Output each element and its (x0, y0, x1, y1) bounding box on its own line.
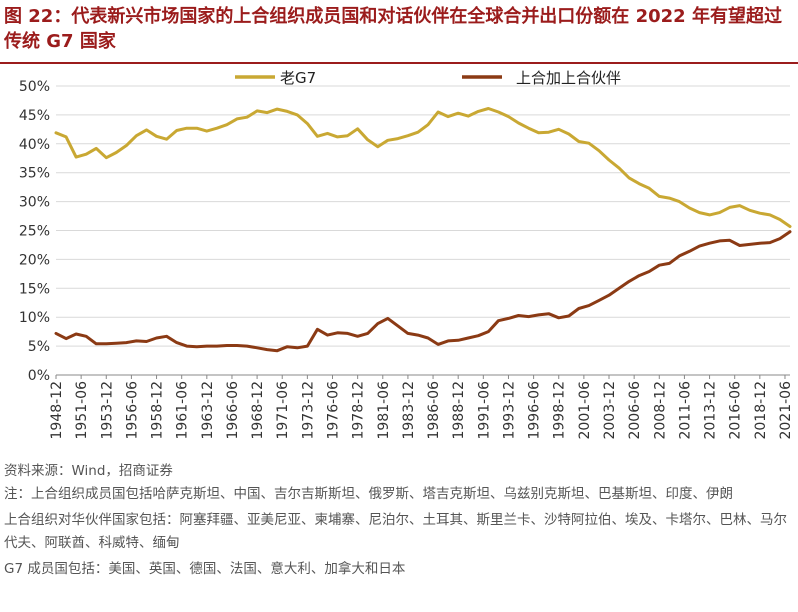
y-tick-label: 35% (19, 166, 50, 182)
line-chart: 0% 5% 10% 15% 20% 25% 30% 35% 40% 45% 50% 1948-12 19… (19, 69, 794, 440)
title-divider (0, 62, 798, 64)
axis-layer: 0% 5% 10% 15% 20% 25% 30% 35% 40% 45% 50% 1948-12 19… (19, 79, 794, 440)
sco-partners-note: 上合组织对华伙伴国家包括：阿塞拜疆、亚美尼亚、柬埔寨、尼泊尔、土耳其、斯里兰卡、… (4, 512, 787, 551)
notes-block: 资料来源：Wind，招商证券 注：上合组织成员国包括哈萨克斯坦、中国、吉尔吉斯斯… (4, 460, 796, 581)
series-layer (54, 107, 792, 353)
x-tick-label: 1966-06 (225, 381, 241, 440)
y-tick-label: 5% (28, 339, 50, 355)
x-tick-label: 1963-12 (200, 381, 216, 440)
x-tick-label: 2013-12 (703, 381, 719, 440)
legend-label-sco: 上合加上合伙伴 (516, 69, 621, 87)
x-tick-label: 1961-06 (175, 381, 191, 440)
x-tick-label: 1968-12 (250, 381, 266, 440)
x-tick-label: 1993-12 (501, 381, 517, 440)
y-tick-label: 40% (19, 137, 50, 153)
x-tick-label: 1948-12 (49, 381, 65, 440)
x-tick-label: 2006-06 (627, 381, 643, 440)
y-tick-label: 20% (19, 252, 50, 268)
x-tick-label: 1976-06 (326, 381, 342, 440)
legend-label-g7: 老G7 (280, 69, 316, 87)
x-tick-label: 1956-06 (124, 381, 140, 440)
x-tick-label: 1953-12 (99, 381, 115, 440)
x-tick-label: 1991-06 (476, 381, 492, 440)
source-note: 资料来源：Wind，招商证券 (4, 463, 173, 479)
grid-layer (56, 85, 790, 347)
x-tick-label: 2003-12 (602, 381, 618, 440)
x-tick-label: 2018-12 (753, 381, 769, 440)
g7-members-note: G7 成员国包括：美国、英国、德国、法国、意大利、加拿大和日本 (4, 561, 406, 577)
y-tick-label: 50% (19, 79, 50, 95)
y-tick-label: 10% (19, 310, 50, 326)
x-tick-label: 1986-06 (426, 381, 442, 440)
x-tick-label: 1996-06 (527, 381, 543, 440)
y-tick-label: 30% (19, 195, 50, 211)
y-tick-label: 25% (19, 224, 50, 240)
x-tick-label: 2011-06 (677, 381, 693, 440)
x-tick-label: 1971-06 (275, 381, 291, 440)
x-tick-label: 1998-12 (552, 381, 568, 440)
x-tick-label: 1973-12 (300, 381, 316, 440)
x-tick-label: 1978-12 (351, 381, 367, 440)
g7-series-line (54, 107, 792, 228)
sco-members-note: 注：上合组织成员国包括哈萨克斯坦、中国、吉尔吉斯斯坦、俄罗斯、塔吉克斯坦、乌兹别… (4, 485, 733, 502)
x-tick-label: 2008-12 (652, 381, 668, 440)
chart-title: 图 22：代表新兴市场国家的上合组织成员国和对话伙伴在全球合并出口份额在 202… (4, 6, 782, 52)
x-tick-label: 2021-06 (778, 381, 794, 440)
y-tick-label: 45% (19, 108, 50, 124)
y-tick-label: 15% (19, 281, 50, 297)
x-tick-label: 2016-06 (728, 381, 744, 440)
x-tick-label: 2001-06 (577, 381, 593, 440)
legend: 老G7 上合加上合伙伴 (235, 69, 621, 87)
x-tick-label: 1983-12 (401, 381, 417, 440)
sco-series-line (54, 230, 792, 353)
x-tick-label: 1981-06 (376, 381, 392, 440)
x-tick-label: 1951-06 (74, 381, 90, 440)
x-tick-label: 1988-12 (451, 381, 467, 440)
y-tick-label: 0% (28, 368, 50, 384)
x-tick-label: 1958-12 (150, 381, 166, 440)
